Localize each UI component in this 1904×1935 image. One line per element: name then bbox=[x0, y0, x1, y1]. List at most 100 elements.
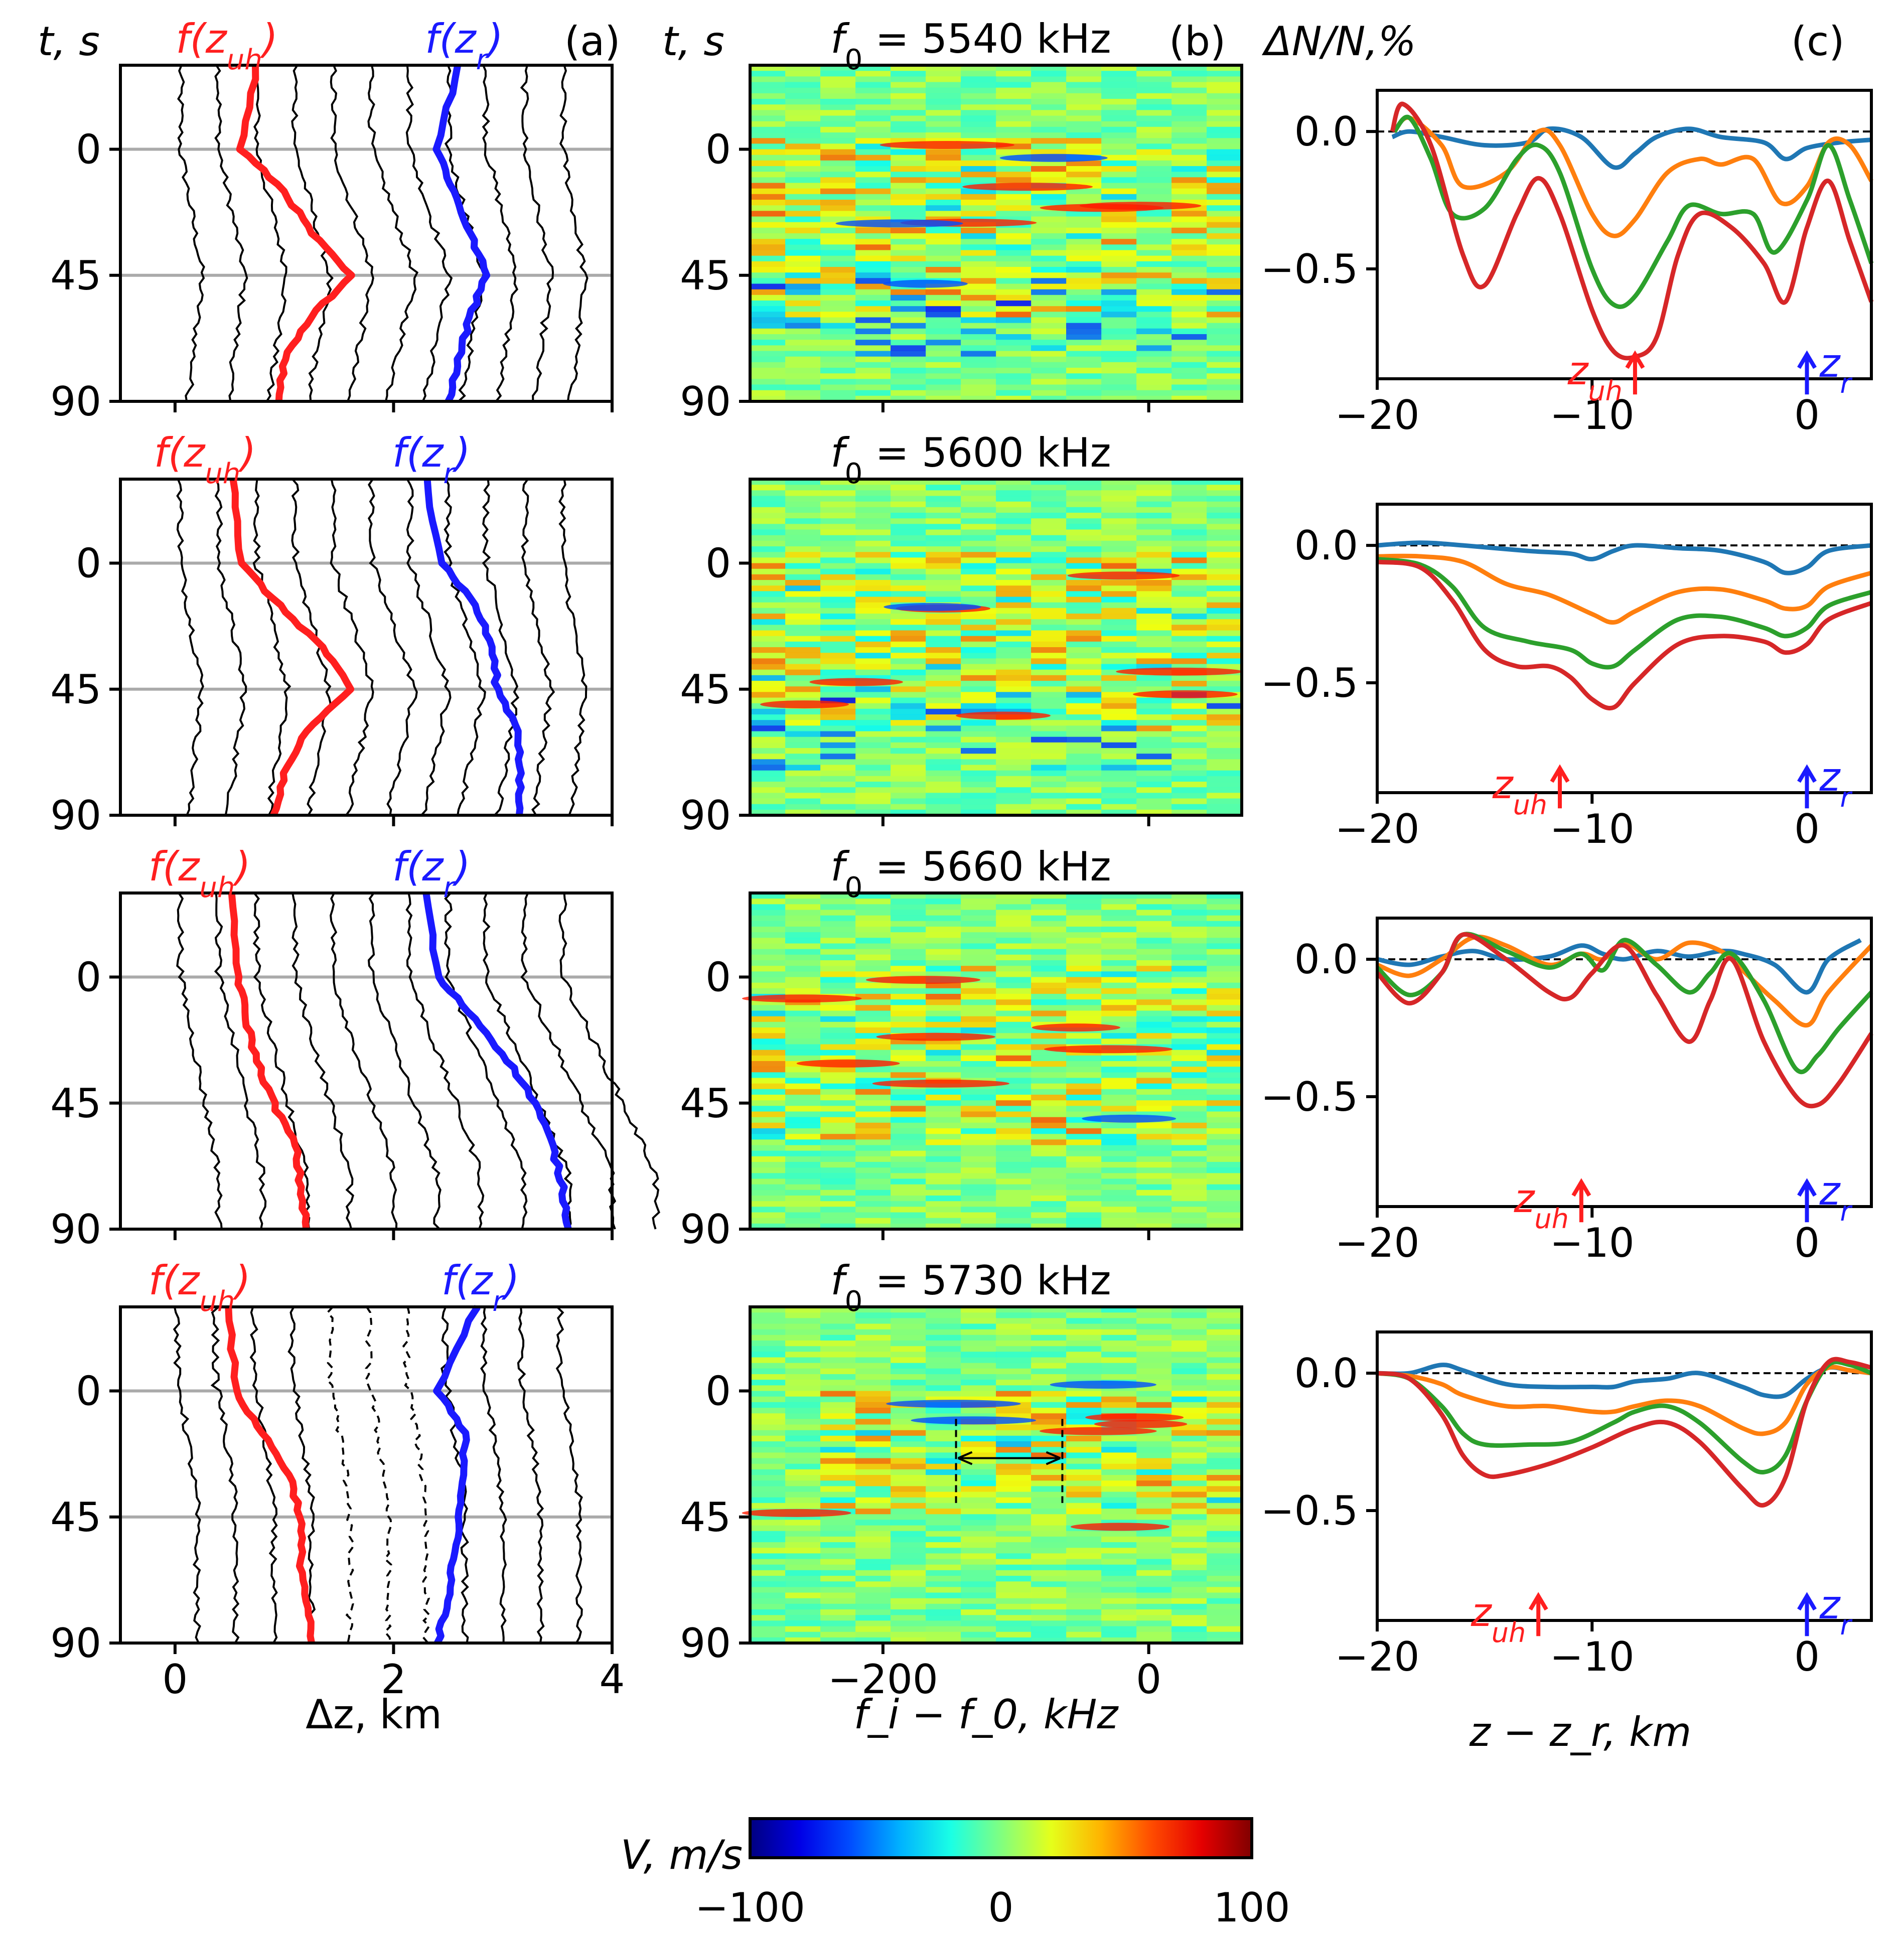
heatmap-cell bbox=[961, 585, 996, 591]
heatmap-cell bbox=[1171, 999, 1207, 1005]
heatmap-cell bbox=[855, 748, 891, 754]
heatmap-cell bbox=[961, 513, 996, 519]
heatmap-cell bbox=[996, 954, 1032, 961]
heatmap-cell bbox=[785, 1106, 821, 1112]
heatmap-cell bbox=[996, 1609, 1032, 1615]
label-f-zuh: f(zuh) bbox=[176, 16, 278, 76]
heatmap-cell bbox=[926, 725, 961, 731]
heatmap-cell bbox=[891, 692, 926, 698]
heatmap-cell bbox=[891, 1207, 926, 1213]
heatmap-cell bbox=[1207, 1312, 1242, 1318]
heatmap-cell bbox=[891, 104, 926, 110]
heatmap-cell bbox=[926, 720, 961, 726]
heatmap-cell bbox=[961, 736, 996, 743]
heatmap-cell bbox=[961, 345, 996, 351]
heatmap-cell bbox=[855, 301, 891, 307]
heatmap-cell bbox=[891, 999, 926, 1005]
heatmap-cell bbox=[785, 546, 821, 552]
heatmap-cell bbox=[1207, 65, 1242, 71]
heatmap-cell bbox=[785, 1067, 821, 1073]
heatmap-cell bbox=[1101, 893, 1137, 899]
heatmap-cell bbox=[926, 574, 961, 580]
heatmap-cell bbox=[1101, 1587, 1137, 1593]
heatmap-cell bbox=[750, 1564, 786, 1571]
heatmap-cell bbox=[1171, 1391, 1207, 1397]
heatmap-cell bbox=[1136, 524, 1172, 530]
heatmap-cell bbox=[1136, 149, 1172, 156]
heatmap-cell bbox=[855, 1207, 891, 1213]
heatmap-cell bbox=[1171, 697, 1207, 704]
heatmap-cell bbox=[855, 65, 891, 71]
heatmap-cell bbox=[996, 345, 1032, 351]
heatmap-cell bbox=[1207, 1620, 1242, 1626]
heatmap-cell bbox=[750, 1441, 786, 1447]
heatmap-cell bbox=[1207, 625, 1242, 631]
heatmap-cell bbox=[1171, 518, 1207, 524]
heatmap-cell bbox=[1101, 177, 1137, 183]
heatmap-cell bbox=[1031, 1536, 1067, 1543]
heatmap-cell bbox=[1066, 681, 1102, 687]
heatmap-cell bbox=[855, 708, 891, 715]
heatmap-cell bbox=[855, 602, 891, 609]
heatmap-cell bbox=[961, 1150, 996, 1157]
heatmap-streak bbox=[1067, 571, 1180, 580]
heatmap-cell bbox=[820, 708, 856, 715]
heatmap-cell bbox=[891, 736, 926, 743]
heatmap-cell bbox=[1207, 636, 1242, 642]
heatmap-cell bbox=[996, 1341, 1032, 1347]
heatmap-cell bbox=[820, 373, 856, 379]
heatmap-cell bbox=[820, 971, 856, 977]
heatmap-cell bbox=[1136, 211, 1172, 217]
heatmap-cell bbox=[785, 597, 821, 603]
heatmap-cell bbox=[926, 1223, 961, 1230]
heatmap-cell bbox=[926, 250, 961, 256]
heatmap-cell bbox=[891, 507, 926, 513]
heatmap-cell bbox=[1207, 1368, 1242, 1375]
heatmap-cell bbox=[855, 351, 891, 357]
heatmap-cell bbox=[820, 200, 856, 206]
heatmap-cell bbox=[926, 765, 961, 771]
heatmap-cell bbox=[1066, 1038, 1102, 1045]
heatmap-cell bbox=[961, 126, 996, 133]
heatmap-cell bbox=[926, 345, 961, 351]
heatmap-cell bbox=[1031, 1055, 1067, 1062]
heatmap-cell bbox=[820, 591, 856, 597]
heatmap-cell bbox=[996, 697, 1032, 704]
heatmap-cell bbox=[1101, 793, 1137, 799]
xtick-label: −200 bbox=[828, 1656, 938, 1703]
heatmap-cell bbox=[996, 1189, 1032, 1196]
heatmap-cell bbox=[1207, 362, 1242, 368]
heatmap-cell bbox=[1066, 1184, 1102, 1190]
heatmap-cell bbox=[1171, 904, 1207, 910]
heatmap-cell bbox=[855, 99, 891, 105]
heatmap-cell bbox=[785, 99, 821, 105]
heatmap-cell bbox=[1031, 1223, 1067, 1230]
heatmap-cell bbox=[820, 731, 856, 737]
heatmap-cell bbox=[1171, 966, 1207, 972]
heatmap-cell bbox=[1101, 1363, 1137, 1369]
heatmap-cell bbox=[1031, 1542, 1067, 1548]
heatmap-cell bbox=[891, 1021, 926, 1028]
heatmap-cell bbox=[891, 1480, 926, 1486]
heatmap-cell bbox=[785, 921, 821, 927]
heatmap-cell bbox=[891, 1061, 926, 1067]
ytick-label: −0.5 bbox=[1261, 1074, 1358, 1120]
heatmap-cell bbox=[750, 278, 786, 284]
heatmap-cell bbox=[1136, 1486, 1172, 1492]
heatmap-cell bbox=[820, 1162, 856, 1168]
heatmap-cell bbox=[785, 211, 821, 217]
heatmap-cell bbox=[1066, 138, 1102, 144]
heatmap-cell bbox=[750, 1312, 786, 1318]
heatmap-cell bbox=[1207, 340, 1242, 346]
heatmap-cell bbox=[855, 949, 891, 955]
heatmap-cell bbox=[785, 1044, 821, 1051]
heatmap-cell bbox=[750, 384, 786, 391]
heatmap-cell bbox=[1031, 932, 1067, 938]
heatmap-cell bbox=[1066, 312, 1102, 318]
heatmap-cell bbox=[1066, 625, 1102, 631]
heatmap-cell bbox=[926, 340, 961, 346]
heatmap-cell bbox=[1136, 1089, 1172, 1095]
heatmap-cell bbox=[1101, 188, 1137, 195]
heatmap-cell bbox=[785, 384, 821, 391]
heatmap-cell bbox=[750, 636, 786, 642]
